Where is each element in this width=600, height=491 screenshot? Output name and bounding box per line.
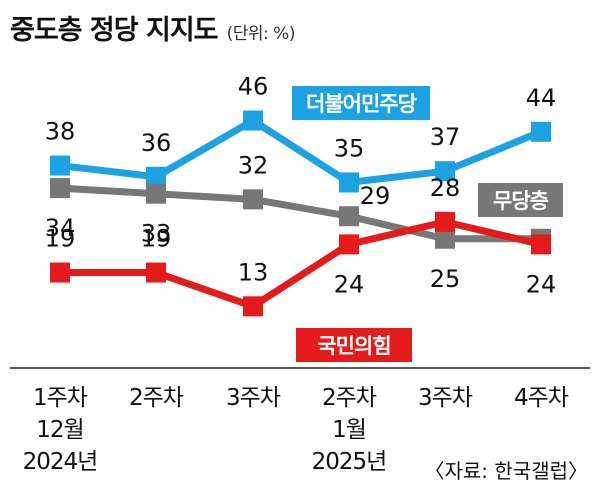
legend-box <box>292 86 430 120</box>
data-marker <box>243 189 263 210</box>
data-label: 19 <box>45 225 76 253</box>
x-tick-label: 12월 <box>36 417 83 443</box>
legend-label: 무당층 <box>493 189 549 213</box>
x-tick-label: 3주차 <box>226 385 281 411</box>
source-note: 〈자료: 한국갤럽〉 <box>425 459 589 483</box>
series-2 <box>50 211 551 317</box>
series-0 <box>50 110 551 193</box>
x-tick: 2주차 <box>129 385 185 411</box>
data-marker <box>146 183 166 204</box>
x-tick: 2주차 1월 2025년 <box>312 385 388 475</box>
data-label: 37 <box>430 123 461 151</box>
unit-note: (단위: %) <box>226 24 296 44</box>
data-label: 32 <box>238 151 269 179</box>
series-line <box>59 117 543 186</box>
x-axis: 1주차 12월 2024년 2주차 3주차 2주차 1월 2025년 3주차 4주차 <box>10 367 590 475</box>
data-label: 33 <box>141 220 172 248</box>
chart-title: 중도층 정당 지지도 <box>10 15 219 46</box>
data-label: 44 <box>526 84 557 112</box>
x-tick: 1주차 12월 2024년 <box>23 385 99 475</box>
legend-item: 국민의힘 <box>296 328 412 362</box>
x-tick-label: 4주차 <box>514 385 569 411</box>
data-marker <box>435 228 455 249</box>
legend-item: 더불어민주당 <box>292 86 430 120</box>
data-marker <box>339 206 359 227</box>
data-marker <box>146 166 166 187</box>
x-tick-label: 2024년 <box>23 449 98 475</box>
data-marker <box>146 262 166 283</box>
series-line <box>59 184 541 243</box>
data-label: 29 <box>360 182 391 210</box>
data-label: 28 <box>430 174 461 202</box>
legend-label: 더불어민주당 <box>306 92 417 116</box>
data-marker <box>531 121 551 142</box>
legend-label: 국민의힘 <box>317 334 390 358</box>
data-label: 24 <box>334 270 365 298</box>
x-tick-label: 3주차 <box>418 385 473 411</box>
data-label: 46 <box>238 73 269 101</box>
data-label: 19 <box>141 225 172 253</box>
x-tick: 3주차 <box>226 385 282 411</box>
data-marker <box>339 234 359 255</box>
series-layer <box>50 110 551 317</box>
x-tick-label: 1주차 <box>33 385 88 411</box>
data-marker <box>339 172 359 193</box>
x-tick-label: 2주차 <box>129 385 184 411</box>
x-tick-label: 2025년 <box>312 449 387 475</box>
data-marker <box>50 262 70 283</box>
x-tick-label: 1월 <box>332 417 366 443</box>
data-label: 13 <box>238 258 269 286</box>
x-tick-label: 2주차 <box>322 385 377 411</box>
legend-box <box>478 183 563 217</box>
data-label: 35 <box>334 134 365 162</box>
data-marker <box>50 178 70 199</box>
legend-item: 무당층 <box>478 183 563 217</box>
series-line <box>60 218 542 310</box>
legend-box <box>296 328 412 362</box>
data-label: 38 <box>45 118 76 146</box>
data-marker <box>50 155 70 176</box>
data-marker <box>243 110 263 131</box>
data-marker <box>435 211 455 232</box>
series-1 <box>50 178 551 249</box>
chart-header: 중도층 정당 지지도 (단위: %) <box>10 8 295 47</box>
data-marker <box>243 296 263 317</box>
data-label: 24 <box>526 270 557 298</box>
data-marker <box>435 161 455 182</box>
x-tick: 4주차 <box>514 385 570 411</box>
x-tick: 3주차 <box>418 385 474 411</box>
data-label: 25 <box>430 265 461 293</box>
data-marker <box>531 234 551 255</box>
data-label: 36 <box>141 129 172 157</box>
data-label: 34 <box>45 214 76 242</box>
